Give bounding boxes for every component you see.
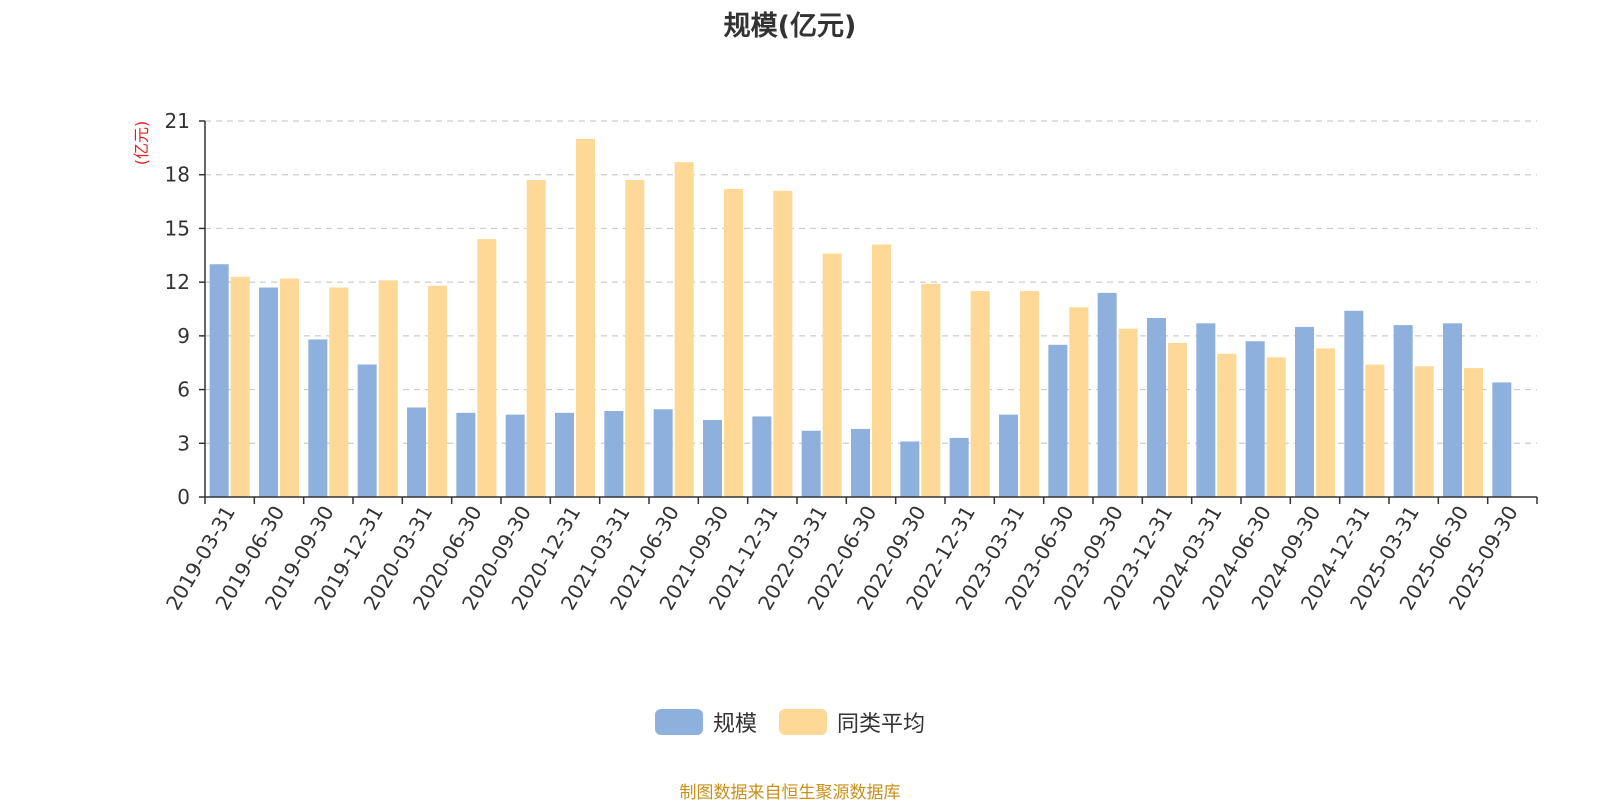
- bar-scale: [900, 441, 920, 497]
- bar-scale: [1097, 292, 1117, 497]
- y-tick-label: 21: [165, 109, 190, 133]
- bar-scale: [505, 414, 525, 497]
- bar-scale: [851, 428, 870, 497]
- bar-scale: [949, 437, 969, 497]
- bar-scale: [407, 407, 426, 497]
- bar-peer-average: [773, 190, 793, 498]
- bar-peer-average: [378, 280, 398, 497]
- bar-peer-average: [970, 291, 990, 497]
- bar-peer-average: [921, 283, 941, 497]
- bar-peer-average: [1316, 348, 1335, 497]
- bar-scale: [357, 364, 377, 497]
- bar-peer-average: [477, 239, 497, 497]
- bar-peer-average: [1464, 368, 1483, 497]
- bar-scale: [308, 339, 328, 497]
- legend: 规模 同类平均: [0, 706, 1580, 738]
- chart-title: 规模(亿元): [723, 11, 857, 42]
- bar-peer-average: [428, 285, 447, 497]
- bar-peer-average: [576, 138, 595, 497]
- bar-scale: [1295, 326, 1314, 497]
- bar-scale: [456, 412, 476, 497]
- bar-scale: [1048, 344, 1068, 497]
- bar-peer-average: [1266, 357, 1286, 497]
- y-tick-label: 18: [165, 163, 190, 187]
- bar-peer-average: [1217, 353, 1237, 497]
- y-tick-label: 3: [177, 431, 190, 455]
- bar-peer-average: [1020, 291, 1039, 497]
- y-tick-label: 15: [165, 216, 190, 240]
- y-tick-label: 9: [177, 324, 190, 348]
- bar-scale: [1344, 310, 1364, 497]
- legend-label-peer-average: 同类平均: [837, 712, 926, 737]
- bar-peer-average: [625, 180, 645, 498]
- legend-item-peer-average[interactable]: 同类平均: [779, 706, 925, 738]
- data-source-note: 制图数据来自恒生聚源数据库: [679, 783, 901, 803]
- bar-peer-average: [1365, 364, 1385, 497]
- gridlines: [205, 120, 1537, 444]
- bar-peer-average: [1168, 343, 1187, 497]
- bar-peer-average: [822, 253, 842, 497]
- bar-scale: [801, 430, 821, 497]
- bar-scale: [752, 416, 772, 497]
- y-tick-label: 12: [165, 270, 190, 294]
- axes: [199, 120, 1538, 504]
- bar-scale: [1147, 317, 1166, 497]
- bar-scale: [703, 420, 722, 497]
- bar-scale: [653, 409, 673, 497]
- bar-scale: [555, 412, 574, 497]
- legend-label-scale: 规模: [712, 712, 757, 737]
- bars: [209, 138, 1512, 498]
- bar-scale: [259, 287, 278, 497]
- bar-peer-average: [526, 180, 546, 498]
- legend-swatch-scale: [654, 709, 703, 735]
- legend-swatch-peer-average: [779, 709, 827, 735]
- bar-peer-average: [230, 276, 250, 497]
- bar-peer-average: [1414, 366, 1434, 497]
- bar-peer-average: [1069, 307, 1089, 497]
- bar-peer-average: [1118, 328, 1138, 497]
- legend-item-scale[interactable]: 规模: [654, 706, 757, 738]
- bar-peer-average: [329, 287, 349, 497]
- bar-peer-average: [724, 189, 743, 498]
- bar-peer-average: [674, 162, 694, 497]
- bar-scale: [1196, 323, 1216, 497]
- bar-scale: [1245, 341, 1265, 497]
- bar-scale: [999, 414, 1018, 497]
- bar-scale: [1443, 323, 1462, 497]
- y-axis-unit-label: (亿元): [132, 121, 151, 166]
- bar-scale: [604, 411, 624, 497]
- bar-scale: [209, 264, 229, 497]
- bar-peer-average: [280, 278, 299, 497]
- y-tick-label: 0: [177, 485, 190, 509]
- bar-scale: [1393, 325, 1413, 497]
- y-tick-label: 6: [177, 378, 190, 402]
- bar-scale: [1492, 382, 1512, 497]
- bar-peer-average: [872, 244, 891, 497]
